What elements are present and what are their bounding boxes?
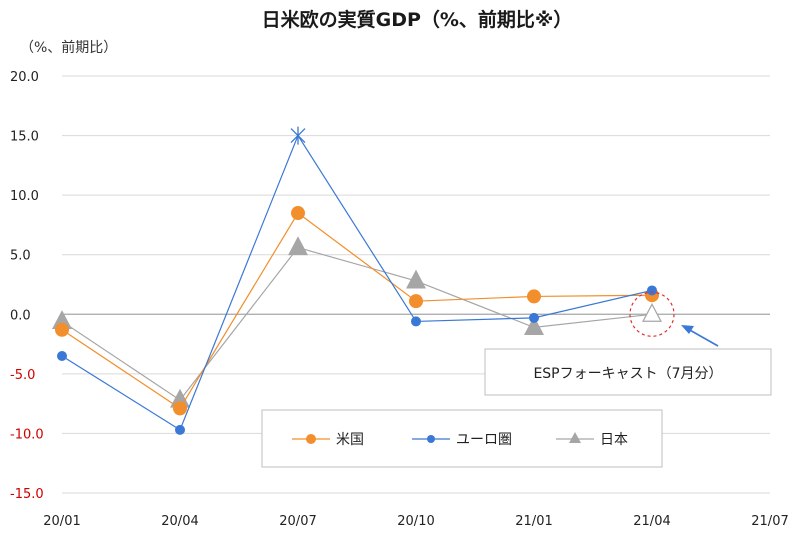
data-point — [57, 350, 67, 361]
forecast-highlight-circle — [629, 291, 675, 337]
series-line — [61, 246, 653, 401]
legend-marker-japan — [569, 432, 581, 443]
x-tick-label: 20/07 — [279, 514, 316, 529]
callout-arrowhead — [681, 325, 694, 334]
data-point — [642, 303, 662, 322]
data-point — [647, 285, 657, 296]
series-line — [61, 212, 653, 410]
y-tick-label: 0.0 — [10, 308, 31, 323]
legend-marker-us — [306, 434, 316, 444]
x-tick-label: 21/01 — [515, 514, 552, 529]
legend-item-us: 米国 — [292, 432, 364, 448]
callout-arrow — [687, 328, 719, 347]
forecast-callout: ESPフォーキャスト（7月分） — [484, 291, 772, 396]
data-point — [290, 126, 306, 145]
x-tick-label: 20/10 — [397, 514, 434, 529]
chart-title: 日米欧の実質GDP（%、前期比※） — [262, 8, 573, 31]
legend-label-japan: 日本 — [600, 432, 628, 448]
data-point — [173, 401, 187, 416]
x-tick-label: 21/07 — [751, 514, 788, 529]
y-tick-label: 20.0 — [10, 70, 39, 85]
y-tick-label: 10.0 — [10, 189, 39, 204]
y-tick-label: -15.0 — [10, 487, 44, 502]
series-layer — [52, 126, 662, 435]
x-tick-label: 21/04 — [633, 514, 670, 529]
legend: 米国 ユーロ圏 日本 — [261, 409, 663, 468]
legend-marker-eurozone — [427, 435, 435, 443]
callout-text: ESPフォーキャスト（7月分） — [533, 366, 722, 382]
data-point — [529, 312, 539, 323]
y-tick-label: 15.0 — [10, 130, 39, 145]
data-point — [411, 316, 421, 327]
data-point — [524, 316, 544, 335]
y-tick-label: 5.0 — [10, 249, 31, 264]
data-point — [55, 322, 69, 337]
legend-label-us: 米国 — [336, 432, 364, 448]
x-tick-label: 20/01 — [43, 514, 80, 529]
y-axis-label: （%、前期比） — [20, 39, 117, 56]
data-point — [406, 269, 426, 289]
callout-box — [484, 348, 772, 396]
data-point — [527, 289, 541, 304]
y-tick-label: -5.0 — [10, 368, 35, 383]
legend-label-eurozone: ユーロ圏 — [456, 432, 512, 448]
data-point — [288, 236, 308, 256]
data-point — [175, 424, 185, 435]
y-tick-labels: 20.0 15.0 10.0 5.0 0.0 -5.0 -10.0 -15.0 — [10, 70, 44, 502]
x-tick-label: 20/04 — [161, 514, 198, 529]
data-point — [291, 206, 305, 221]
y-tick-label: -10.0 — [10, 427, 44, 442]
legend-item-eurozone: ユーロ圏 — [412, 432, 512, 448]
data-point — [409, 294, 423, 309]
x-tick-labels: 20/01 20/04 20/07 20/10 21/01 21/04 21/07 — [43, 514, 788, 529]
legend-item-japan: 日本 — [556, 432, 628, 448]
series-line — [61, 134, 653, 431]
